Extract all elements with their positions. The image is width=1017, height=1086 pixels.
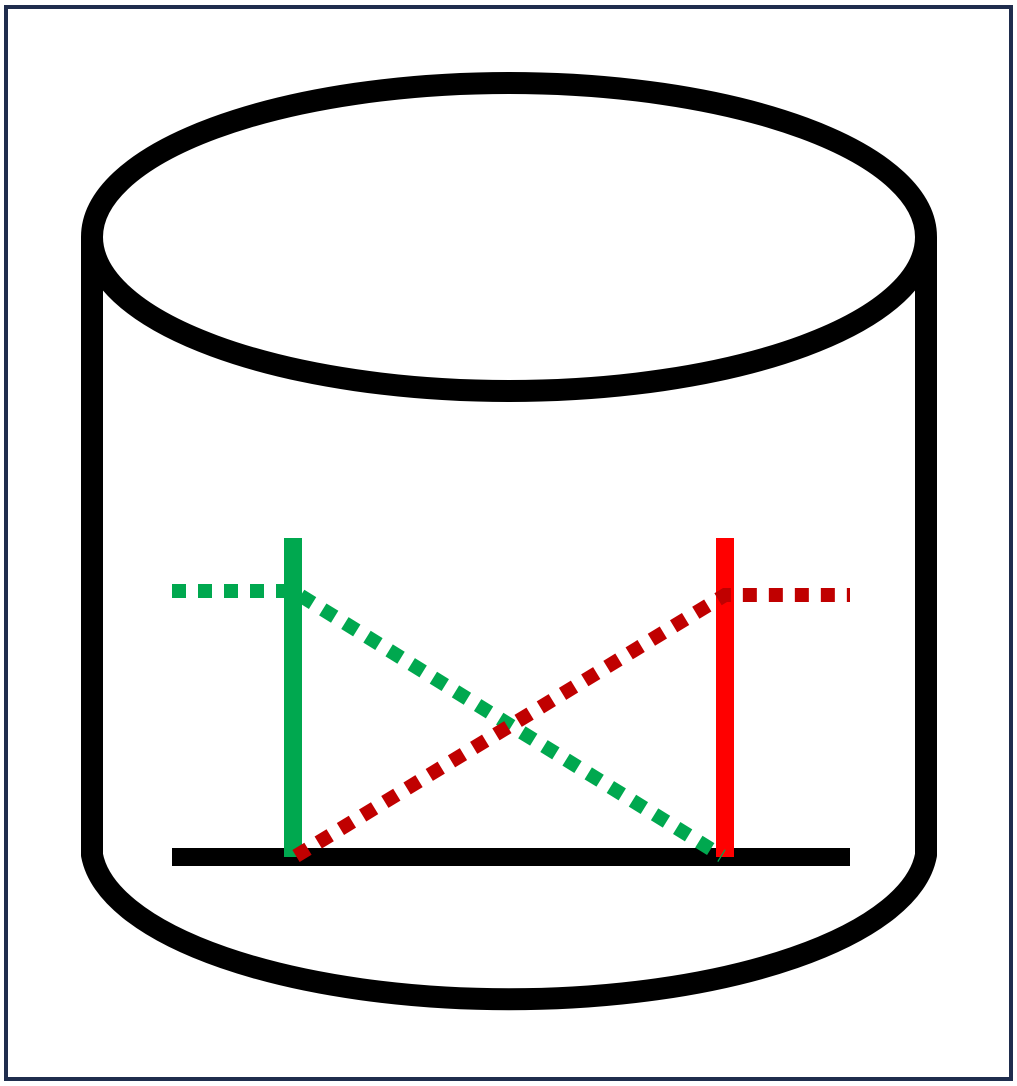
red-dotted-path [292, 588, 850, 862]
cylinder [81, 72, 937, 1011]
frame-border [4, 5, 1013, 1081]
cylinder-top-ellipse [81, 72, 937, 402]
cylinder-body [81, 237, 937, 1011]
